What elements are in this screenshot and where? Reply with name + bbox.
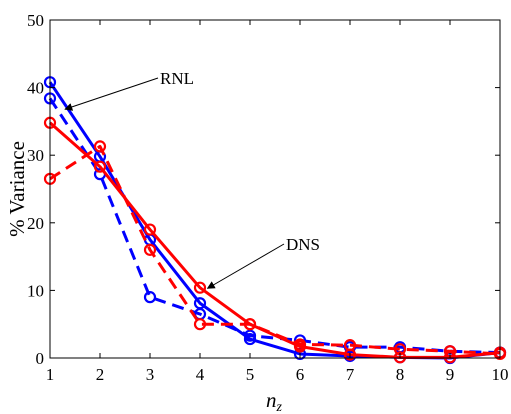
series-layer [43, 76, 507, 365]
annotation-arrow [206, 243, 285, 289]
x-tick-label: 7 [346, 365, 355, 384]
data-point [143, 223, 157, 236]
y-tick-label: 50 [27, 11, 44, 30]
annotations: RNL DNS [64, 69, 320, 289]
x-tick-label: 4 [196, 365, 205, 384]
x-tick-label: 9 [446, 365, 455, 384]
x-tick-label: 6 [296, 365, 305, 384]
data-point [243, 329, 257, 342]
annotation-label: DNS [286, 235, 320, 254]
x-axis-title: nz [266, 388, 283, 414]
series-0 [43, 76, 507, 365]
x-tick-label: 2 [96, 365, 105, 384]
data-point [193, 318, 207, 331]
y-axis-title: % Variance [5, 141, 29, 237]
x-axis-title-main: n [266, 388, 277, 412]
y-tick-label: 40 [27, 79, 44, 98]
data-point [393, 351, 407, 364]
x-tick-label: 8 [396, 365, 405, 384]
x-tick-label: 3 [146, 365, 155, 384]
y-tick-label: 10 [27, 281, 44, 300]
data-point [293, 338, 307, 351]
data-point [93, 140, 107, 153]
x-tick-label: 1 [46, 365, 55, 384]
plot-frame [49, 19, 501, 359]
y-tick-label: 30 [27, 146, 44, 165]
data-point [143, 291, 157, 304]
y-tick-label: 20 [27, 214, 44, 233]
data-point [143, 243, 157, 256]
data-point [243, 318, 257, 331]
series-line [48, 97, 501, 355]
series-1 [43, 92, 507, 359]
x-axis-title-sub: z [276, 400, 283, 414]
y-tick-label: 0 [36, 349, 45, 368]
annotation-label: RNL [160, 69, 194, 88]
series-line [49, 121, 501, 359]
x-tick-label: 10 [492, 365, 509, 384]
series-line [49, 144, 501, 356]
x-tick-label: 5 [246, 365, 255, 384]
series-3 [43, 140, 507, 361]
data-point [93, 160, 107, 173]
series-2 [43, 116, 507, 364]
data-point [193, 281, 207, 294]
data-point [343, 339, 357, 352]
annotation-arrow [64, 77, 159, 111]
ticks-layer: 1 2 3 4 5 6 7 8 9 10 0 10 20 30 40 50 [27, 11, 509, 384]
